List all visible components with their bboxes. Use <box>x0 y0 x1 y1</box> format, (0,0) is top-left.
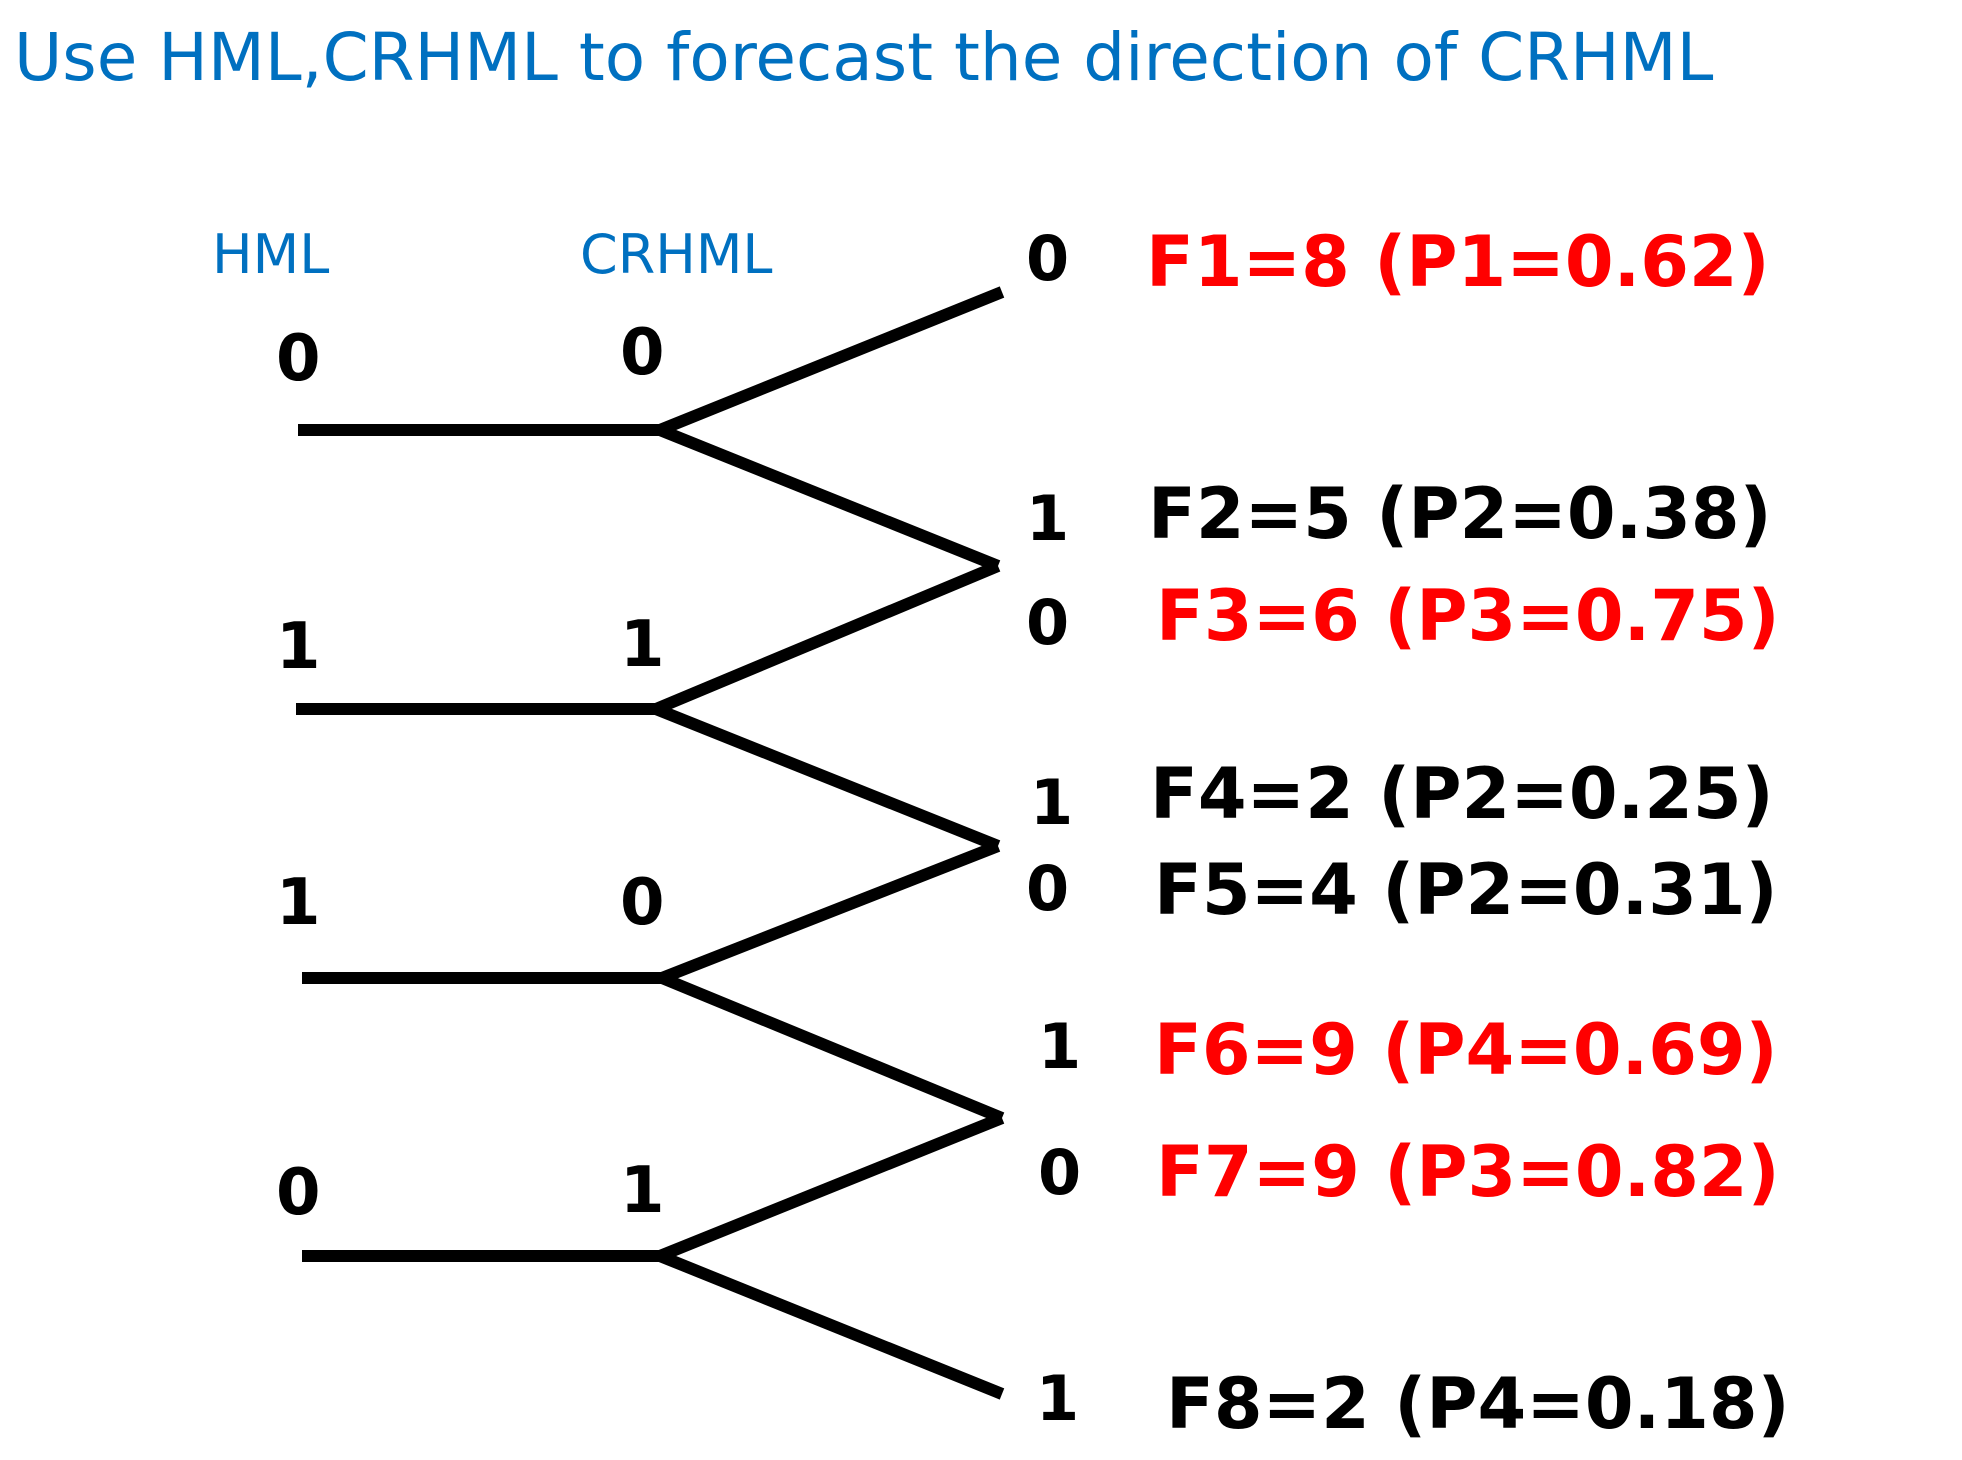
outcome-f5: F5=4 (P2=0.31) <box>1154 849 1778 931</box>
leaf-value-1: 0 <box>1026 222 1069 295</box>
hml-value-row-1: 0 <box>276 322 321 396</box>
leaf-value-2: 1 <box>1026 482 1069 555</box>
branch-row-4-lower <box>657 1250 1005 1400</box>
column-header-hml: HML <box>212 223 329 286</box>
branch-row-2-upper <box>653 560 1001 715</box>
crhml-value-row-1: 0 <box>620 316 665 390</box>
outcome-f6: F6=9 (P4=0.69) <box>1154 1009 1778 1091</box>
branch-row-3-lower <box>659 972 1005 1124</box>
crhml-value-row-3: 0 <box>620 866 665 940</box>
outcome-f1: F1=8 (P1=0.62) <box>1146 221 1770 303</box>
diagram-title: Use HML,CRHML to forecast the direction … <box>14 19 1714 96</box>
leaf-value-7: 0 <box>1038 1136 1081 1209</box>
outcome-f2: F2=5 (P2=0.38) <box>1148 473 1772 555</box>
leaf-value-4: 1 <box>1030 766 1073 839</box>
leaf-value-5: 0 <box>1026 852 1069 925</box>
branch-row-3-upper <box>659 840 1001 984</box>
crhml-value-row-2: 1 <box>620 608 665 682</box>
outcome-f4: F4=2 (P2=0.25) <box>1150 753 1774 835</box>
crhml-value-row-4: 1 <box>620 1154 665 1228</box>
hml-value-row-4: 0 <box>276 1156 321 1230</box>
outcome-f7: F7=9 (P3=0.82) <box>1156 1131 1780 1213</box>
branch-row-2-lower <box>653 703 1001 852</box>
outcome-f8: F8=2 (P4=0.18) <box>1166 1363 1790 1445</box>
branch-row-1-upper <box>657 286 1005 436</box>
hml-value-row-3: 1 <box>276 866 321 940</box>
column-header-crhml: CRHML <box>580 223 773 286</box>
outcome-f3: F3=6 (P3=0.75) <box>1156 575 1780 657</box>
hml-value-row-2: 1 <box>276 610 321 684</box>
branch-row-4-upper <box>657 1112 1005 1262</box>
leaf-value-3: 0 <box>1026 586 1069 659</box>
leaf-value-6: 1 <box>1038 1010 1081 1083</box>
leaf-value-8: 1 <box>1036 1362 1079 1435</box>
branch-row-1-lower <box>657 424 1001 572</box>
